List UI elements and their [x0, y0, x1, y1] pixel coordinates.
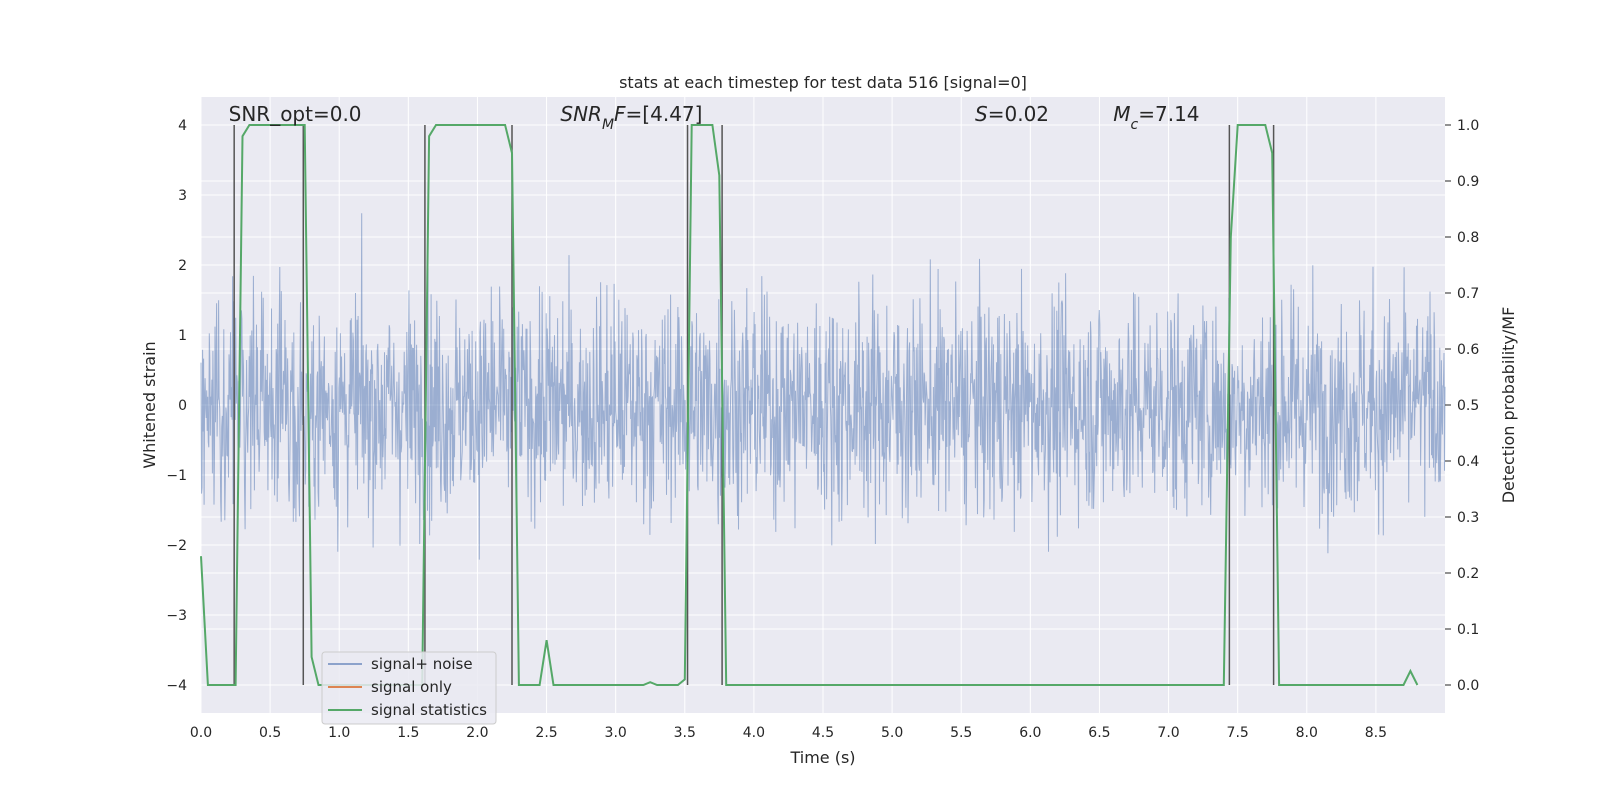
signal-statistics-line [200, 124, 1419, 686]
y-right-tick-label: 0.8 [1457, 230, 1479, 246]
x-tick-label: 2.0 [466, 725, 488, 741]
x-tick-label: 4.5 [812, 725, 834, 741]
mc-value-annotation: Mc=7.14 [1113, 102, 1199, 133]
x-tick-label: 6.0 [1019, 725, 1041, 741]
x-tick-label: 6.5 [1088, 725, 1110, 741]
annotations: SNR_opt=0.0 SNRMF=[4.47] S=0.02 Mc=7.14 [229, 102, 1200, 133]
x-axis-ticks: 0.0 0.5 1.0 1.5 2.0 2.5 3.0 3.5 4.0 4.5 5.0 5.5 6.0 6… [190, 725, 1387, 741]
x-tick-label: 8.0 [1296, 725, 1318, 741]
x-tick-label: 1.0 [328, 725, 350, 741]
legend: signal+ noise signal only signal statist… [321, 651, 497, 725]
x-tick-label: 2.5 [535, 725, 557, 741]
snr-mf-annotation: SNRMF=[4.47] [560, 102, 702, 133]
y-right-tick-label: 0.2 [1457, 566, 1479, 582]
x-tick-label: 1.5 [397, 725, 419, 741]
y-right-tick-label: 0.5 [1457, 398, 1479, 414]
y-right-tick-label: 0.7 [1457, 286, 1479, 302]
annotation-part: =0.02 [988, 102, 1049, 126]
chart-title: stats at each timestep for test data 516… [619, 73, 1027, 92]
y-left-axis-ticks: 4 3 2 1 0 −1 −2 −3 −4 [166, 118, 187, 694]
annotation-part: c [1131, 117, 1139, 133]
y-left-tick-label: −3 [166, 608, 187, 624]
x-tick-label: 7.5 [1227, 725, 1249, 741]
signal-noise-series [200, 213, 1446, 560]
x-tick-label: 4.0 [743, 725, 765, 741]
legend-label-signal: signal only [371, 678, 452, 696]
y-left-tick-label: 1 [178, 328, 187, 344]
x-tick-label: 5.5 [950, 725, 972, 741]
y-right-tick-label: 0.9 [1457, 174, 1479, 190]
grid [200, 97, 1445, 713]
annotation-part: F [614, 102, 626, 126]
y-left-tick-label: 3 [178, 188, 187, 204]
s-value-annotation: S=0.02 [975, 102, 1049, 126]
x-tick-label: 3.0 [605, 725, 627, 741]
annotation-part: =[4.47] [626, 102, 703, 126]
annotation-part: =7.14 [1138, 102, 1199, 126]
y-left-tick-label: −1 [166, 468, 187, 484]
y-right-tick-label: 1.0 [1457, 118, 1479, 134]
y-left-axis-label: Whitened strain [140, 341, 159, 468]
x-axis-label: Time (s) [789, 748, 855, 767]
y-left-tick-label: 2 [178, 258, 187, 274]
y-right-tick-label: 0.4 [1457, 454, 1479, 470]
annotation-part: M [1113, 102, 1130, 126]
x-tick-label: 0.0 [190, 725, 212, 741]
signal-noise-line [200, 213, 1446, 560]
y-left-tick-label: 4 [178, 118, 187, 134]
x-tick-label: 5.0 [881, 725, 903, 741]
x-tick-label: 7.0 [1157, 725, 1179, 741]
signal-statistics-series [200, 124, 1419, 686]
annotation-part: SNR [560, 102, 602, 126]
x-tick-label: 8.5 [1365, 725, 1387, 741]
annotation-part: M [602, 117, 614, 133]
legend-label-noise: signal+ noise [371, 655, 473, 673]
y-right-axis-ticks: 1.0 0.9 0.8 0.7 0.6 0.5 0.4 0.3 0.2 0.1 0.0 [1445, 118, 1479, 694]
y-right-tick-label: 0.1 [1457, 622, 1479, 638]
y-left-tick-label: −2 [166, 538, 187, 554]
annotation-part: SNR_opt=0.0 [229, 102, 362, 126]
snr-opt-annotation: SNR_opt=0.0 [229, 102, 362, 126]
y-right-tick-label: 0.0 [1457, 678, 1479, 694]
annotation-part: S [975, 102, 988, 126]
y-right-tick-label: 0.3 [1457, 510, 1479, 526]
y-right-tick-label: 0.6 [1457, 342, 1479, 358]
y-left-tick-label: −4 [166, 678, 187, 694]
x-tick-label: 0.5 [259, 725, 281, 741]
x-tick-label: 3.5 [674, 725, 696, 741]
y-right-axis-label: Detection probability/MF [1499, 307, 1518, 504]
legend-label-stats: signal statistics [371, 701, 487, 719]
legend-box [321, 651, 497, 725]
y-left-tick-label: 0 [178, 398, 187, 414]
